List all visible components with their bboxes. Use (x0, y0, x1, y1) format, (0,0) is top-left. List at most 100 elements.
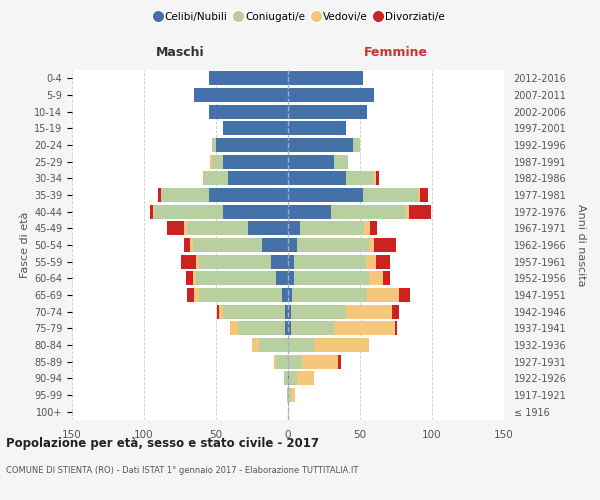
Bar (392, 304, 399, 319)
Bar (184, 238, 190, 252)
Bar (288, 138, 353, 152)
Bar (383, 271, 390, 285)
Bar (288, 188, 363, 202)
Bar (346, 304, 392, 319)
Bar (291, 304, 346, 319)
Bar (334, 154, 349, 169)
Text: Popolazione per età, sesso e stato civile - 2017: Popolazione per età, sesso e stato civil… (6, 438, 319, 450)
Bar (223, 121, 288, 136)
Bar (186, 271, 193, 285)
Bar (288, 288, 292, 302)
Bar (395, 322, 397, 336)
Bar (288, 71, 363, 86)
Bar (194, 88, 288, 102)
Bar (421, 188, 428, 202)
Bar (193, 238, 262, 252)
Bar (294, 271, 368, 285)
Bar (302, 354, 338, 369)
Bar (209, 71, 288, 86)
Y-axis label: Anni di nascita: Anni di nascita (576, 204, 586, 286)
Bar (282, 288, 288, 302)
Bar (288, 388, 291, 402)
Y-axis label: Fasce di età: Fasce di età (20, 212, 30, 278)
Bar (216, 138, 288, 152)
Bar (230, 322, 238, 336)
Bar (288, 371, 289, 386)
Text: COMUNE DI STIENTA (RO) - Dati ISTAT 1° gennaio 2017 - Elaborazione TUTTITALIA.IT: COMUNE DI STIENTA (RO) - Dati ISTAT 1° g… (6, 466, 358, 475)
Bar (289, 371, 296, 386)
Bar (277, 354, 288, 369)
Bar (285, 304, 288, 319)
Bar (291, 322, 334, 336)
Text: Maschi: Maschi (155, 46, 205, 59)
Bar (252, 338, 259, 352)
Bar (288, 121, 346, 136)
Bar (196, 254, 199, 269)
Bar (374, 171, 376, 186)
Bar (368, 238, 374, 252)
Bar (285, 322, 288, 336)
Bar (259, 338, 288, 352)
Bar (288, 404, 289, 419)
Bar (288, 304, 291, 319)
Bar (331, 204, 406, 219)
Bar (193, 271, 196, 285)
Bar (219, 304, 223, 319)
Bar (217, 304, 219, 319)
Bar (238, 322, 285, 336)
Bar (212, 154, 223, 169)
Bar (367, 288, 399, 302)
Bar (376, 254, 390, 269)
Bar (370, 221, 377, 236)
Bar (294, 254, 366, 269)
Bar (288, 254, 294, 269)
Bar (152, 204, 154, 219)
Bar (209, 188, 288, 202)
Bar (223, 204, 288, 219)
Bar (288, 338, 314, 352)
Bar (199, 254, 271, 269)
Bar (274, 354, 277, 369)
Bar (158, 188, 161, 202)
Bar (203, 171, 227, 186)
Bar (184, 221, 187, 236)
Bar (288, 88, 374, 102)
Bar (288, 154, 334, 169)
Bar (150, 204, 152, 219)
Bar (334, 322, 395, 336)
Bar (271, 254, 288, 269)
Bar (296, 238, 368, 252)
Bar (288, 104, 367, 118)
Bar (227, 171, 288, 186)
Legend: Celibi/Nubili, Coniugati/e, Vedovi/e, Divorziati/e: Celibi/Nubili, Coniugati/e, Vedovi/e, Di… (151, 8, 449, 26)
Bar (418, 188, 421, 202)
Bar (409, 204, 431, 219)
Bar (399, 288, 410, 302)
Bar (262, 238, 288, 252)
Bar (167, 221, 184, 236)
Bar (288, 238, 296, 252)
Bar (288, 221, 299, 236)
Bar (291, 388, 295, 402)
Text: Femmine: Femmine (364, 46, 428, 59)
Bar (209, 104, 288, 118)
Bar (187, 288, 194, 302)
Bar (346, 171, 374, 186)
Bar (199, 288, 282, 302)
Bar (353, 138, 360, 152)
Bar (374, 238, 396, 252)
Bar (338, 354, 341, 369)
Bar (292, 288, 367, 302)
Bar (406, 204, 409, 219)
Bar (277, 271, 288, 285)
Bar (284, 371, 288, 386)
Bar (196, 271, 277, 285)
Bar (288, 271, 294, 285)
Bar (368, 271, 383, 285)
Bar (288, 354, 302, 369)
Bar (223, 154, 288, 169)
Bar (299, 221, 364, 236)
Bar (223, 304, 285, 319)
Bar (210, 154, 212, 169)
Bar (181, 254, 196, 269)
